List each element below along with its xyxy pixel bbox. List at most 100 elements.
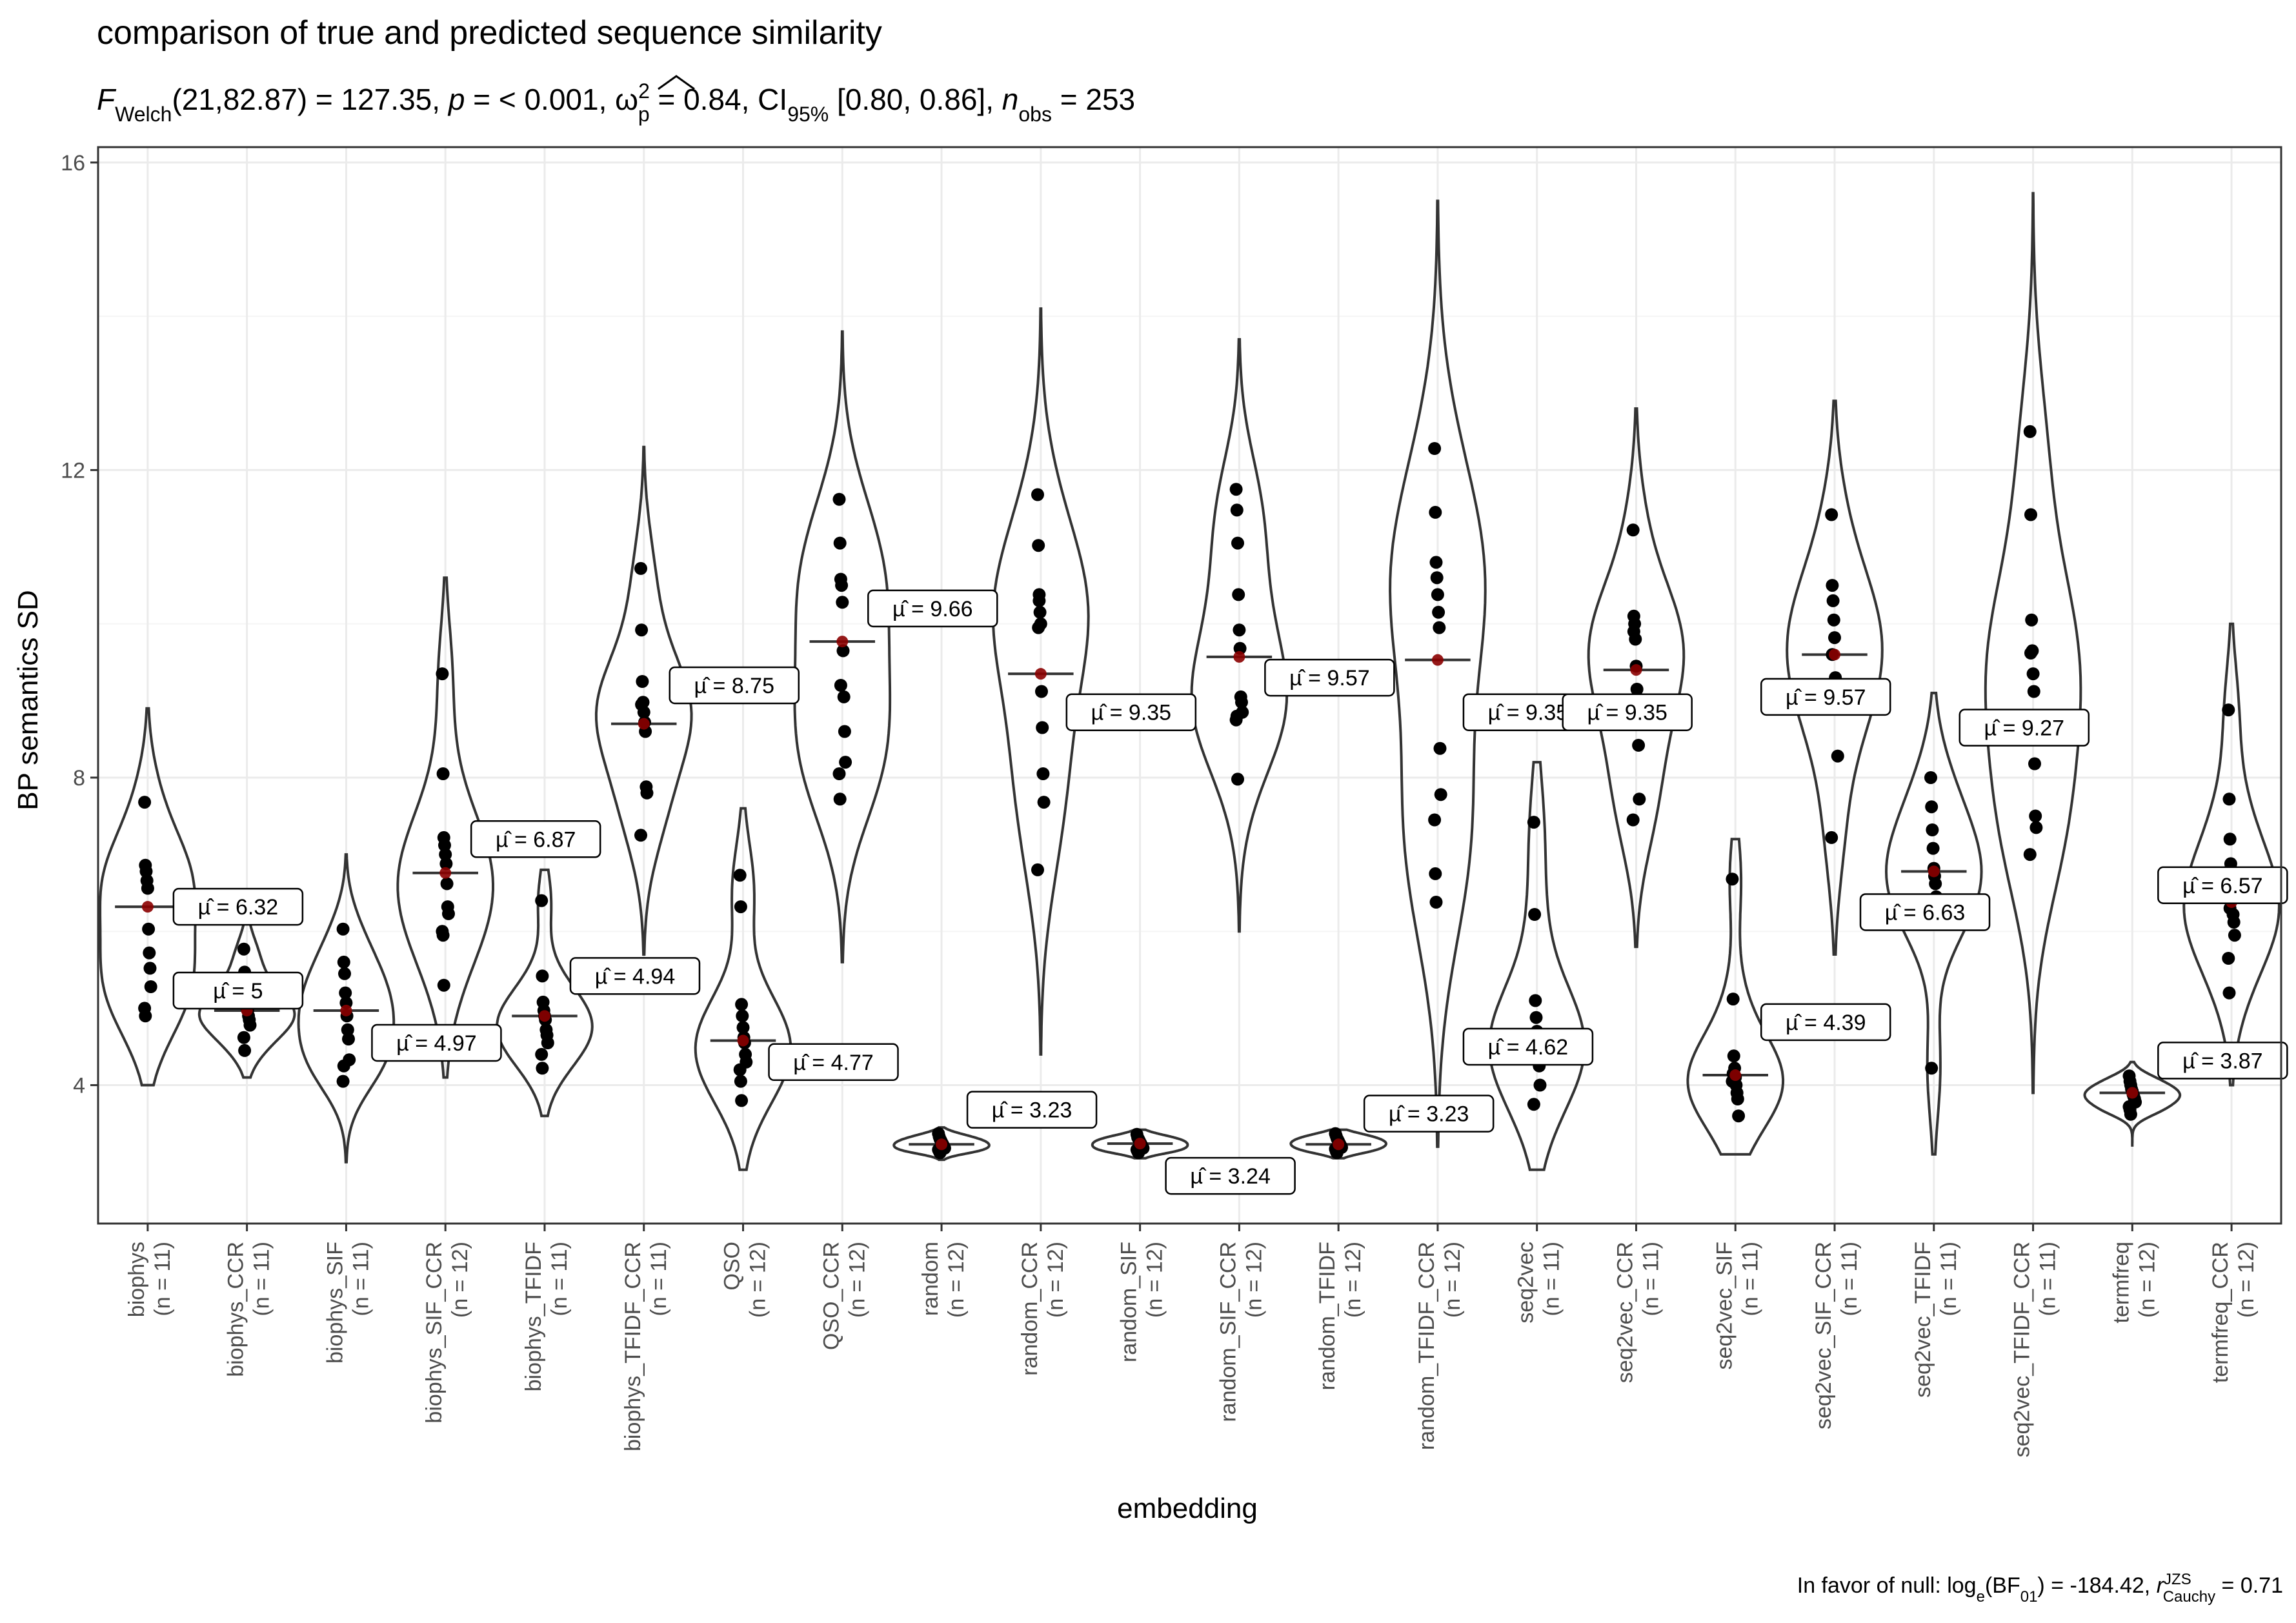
mean-label-text: µ̂ = 3.23 <box>1389 1102 1469 1127</box>
x-tick-n: (n = 12) <box>1043 1242 1068 1318</box>
x-tick-label-seq2vec_TFIDF_CCR: seq2vec_TFIDF_CCR(n = 11) <box>2010 1242 2060 1457</box>
x-tick-name: random_SIF <box>1117 1242 1142 1362</box>
data-point <box>1434 788 1447 801</box>
mean-label: µ̂ = 9.35 <box>1462 693 1594 731</box>
mean-label-text: µ̂ = 5 <box>213 979 263 1003</box>
violin-group-biophys_TFIDF_CCR <box>594 445 693 956</box>
caption-log-sub: e <box>1977 1588 1985 1606</box>
mean-label-text: µ̂ = 6.32 <box>198 895 279 920</box>
data-point <box>833 536 847 550</box>
mean-point-biophys_SIF_CCR <box>439 867 452 879</box>
x-tick-n: (n = 11) <box>2036 1242 2060 1316</box>
x-tick-label-random_TFIDF_CCR: random_TFIDF_CCR(n = 12) <box>1415 1242 1465 1450</box>
mean-label: µ̂ = 6.63 <box>1859 893 1991 931</box>
data-point <box>836 596 849 609</box>
violin-group-termfreq <box>2083 1060 2182 1147</box>
mean-label-box <box>1065 693 1197 731</box>
x-tick-n: (n = 12) <box>448 1242 472 1318</box>
data-point <box>436 667 449 681</box>
plot-panel <box>98 147 2281 1224</box>
x-tick-label-biophys_TFIDF_CCR: biophys_TFIDF_CCR(n = 11) <box>621 1242 671 1451</box>
mean-label: µ̂ = 6.87 <box>470 820 601 858</box>
caption-r-sup: JZS <box>2164 1571 2191 1588</box>
data-point <box>1132 1146 1145 1160</box>
mean-point-QSO <box>737 1034 749 1047</box>
mean-label-box <box>172 887 304 926</box>
data-point <box>1924 771 1937 784</box>
caption-prefix: In favor of null: log <box>1797 1573 1977 1598</box>
mean-label: µ̂ = 4.97 <box>371 1023 502 1062</box>
mean-label-text: µ̂ = 4.39 <box>1786 1011 1866 1035</box>
data-point <box>2124 1107 2137 1121</box>
data-point <box>2028 757 2041 771</box>
x-tick-label-seq2vec: seq2vec(n = 11) <box>1514 1242 1564 1324</box>
mean-point-random_TFIDF_CCR <box>1431 654 1444 666</box>
subtitle-f-stat: (21,82.87) = 127.35, <box>172 83 448 116</box>
x-tick-label-QSO_CCR: QSO_CCR(n = 12) <box>819 1242 869 1350</box>
mean-label-text: µ̂ = 9.27 <box>1984 716 2065 741</box>
mean-label-text: µ̂ = 4.62 <box>1488 1035 1569 1060</box>
data-point <box>833 792 847 806</box>
x-tick-name: biophys_TFIDF_CCR <box>621 1242 645 1451</box>
violin-group-biophys <box>99 707 197 1087</box>
data-point <box>1032 539 1045 552</box>
data-point <box>2222 986 2236 1000</box>
violin-group-QSO_CCR <box>793 330 892 963</box>
violin-random_TFIDF <box>1289 1128 1387 1160</box>
x-tick-n: (n = 12) <box>2135 1242 2159 1318</box>
mean-label-text: µ̂ = 9.35 <box>1587 701 1667 725</box>
data-point <box>636 675 649 688</box>
mean-label-box <box>1462 1027 1594 1066</box>
data-point <box>536 1062 549 1075</box>
x-tick-name: biophys_SIF <box>323 1242 347 1364</box>
subtitle-p-symbol: p <box>447 83 465 116</box>
data-point <box>342 1033 355 1046</box>
data-point <box>1429 505 1442 519</box>
mean-label-box <box>1859 893 1991 931</box>
x-tick-label-biophys_CCR: biophys_CCR(n = 11) <box>224 1242 274 1377</box>
data-point <box>1726 872 1739 886</box>
y-tick-label: 4 <box>73 1074 85 1098</box>
mean-label-text: µ̂ = 8.75 <box>694 674 774 698</box>
x-tick-name: random_CCR <box>1018 1242 1042 1376</box>
data-point <box>1925 1062 1939 1075</box>
x-tick-name: biophys_CCR <box>224 1242 248 1377</box>
data-point <box>1831 749 1844 763</box>
x-tick-name: biophys_SIF_CCR <box>422 1242 447 1424</box>
data-point <box>536 969 549 983</box>
x-tick-name: seq2vec <box>1514 1242 1538 1324</box>
x-tick-n: (n = 12) <box>1143 1242 1167 1318</box>
x-tick-n: (n = 12) <box>1440 1242 1465 1318</box>
caption-r-symbol: r <box>2157 1573 2165 1598</box>
data-point <box>1230 709 1244 723</box>
data-point <box>139 865 153 878</box>
mean-label-box <box>1165 1156 1296 1195</box>
x-tick-label-biophys_SIF: biophys_SIF(n = 11) <box>323 1242 373 1364</box>
mean-label-box <box>1760 678 1891 716</box>
data-point <box>635 698 649 711</box>
mean-label-box <box>470 820 601 858</box>
data-point <box>337 1059 350 1073</box>
mean-label-text: µ̂ = 4.97 <box>396 1031 477 1056</box>
mean-point-biophys_SIF <box>340 1004 352 1016</box>
x-tick-n: (n = 12) <box>1242 1242 1266 1318</box>
x-tick-label-seq2vec_SIF_CCR: seq2vec_SIF_CCR(n = 11) <box>1811 1242 1862 1429</box>
x-tick-n: (n = 11) <box>150 1242 175 1316</box>
mean-label-text: µ̂ = 9.35 <box>1488 701 1569 725</box>
data-point <box>2029 809 2042 823</box>
data-point <box>1429 556 1443 569</box>
violin-group-seq2vec_TFIDF <box>1884 691 1983 1156</box>
mean-label: µ̂ = 9.35 <box>1562 693 1693 731</box>
data-point <box>2029 821 2043 834</box>
violin-seq2vec_TFIDF_CCR <box>1984 192 2082 1094</box>
data-point <box>838 725 851 738</box>
data-point <box>1433 621 1446 634</box>
mean-point-biophys_TFIDF_CCR <box>638 718 650 730</box>
caption-bf-open: (BF <box>1985 1573 2020 1598</box>
data-point <box>442 907 455 920</box>
data-point <box>1632 738 1646 752</box>
data-point <box>437 978 450 992</box>
violin-seq2vec_SIF_CCR <box>1786 399 1884 956</box>
data-point <box>1432 605 1445 619</box>
x-tick-n: (n = 11) <box>1738 1242 1762 1316</box>
